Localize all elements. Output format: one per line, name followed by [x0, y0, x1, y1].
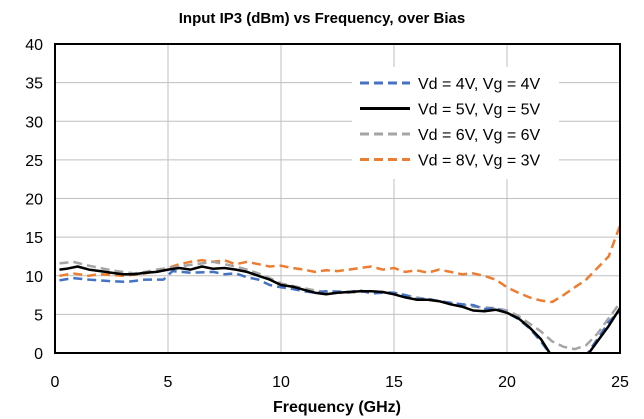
x-tick-label: 10	[272, 374, 290, 391]
legend-background	[352, 67, 559, 179]
x-tick-label: 0	[51, 374, 60, 391]
plot-border	[54, 43, 621, 354]
x-tick-labels: 0 5 10 15 20 25	[51, 374, 629, 391]
x-tick-label: 20	[498, 374, 516, 391]
chart-title: Input IP3 (dBm) vs Frequency, over Bias	[179, 10, 465, 27]
y-tick-label: 25	[25, 153, 43, 170]
y-tick-label: 0	[34, 346, 43, 363]
x-tick-label: 15	[385, 374, 403, 391]
legend: Vd = 4V, Vg = 4V Vd = 5V, Vg = 5V Vd = 6V,…	[352, 67, 559, 179]
y-tick-labels: 0 5 10 15 20 25 30 35 40	[25, 37, 43, 363]
legend-entry-4: Vd = 8V, Vg = 3V	[418, 153, 541, 170]
series-line-2	[59, 265, 620, 353]
series-layer	[59, 225, 620, 353]
y-tick-label: 10	[25, 269, 43, 286]
y-tick-label: 5	[34, 307, 43, 324]
series-line-3	[59, 260, 620, 351]
x-tick-label: 25	[611, 374, 629, 391]
x-tick-label: 5	[164, 374, 173, 391]
y-tick-label: 40	[25, 37, 43, 54]
legend-entry-2: Vd = 5V, Vg = 5V	[418, 102, 541, 119]
y-tick-label: 30	[25, 114, 43, 131]
series-line-1	[59, 269, 620, 353]
y-tick-label: 20	[25, 192, 43, 209]
series-line-4	[59, 225, 620, 304]
legend-entry-1: Vd = 4V, Vg = 4V	[418, 76, 541, 93]
y-tick-label: 35	[25, 76, 43, 93]
y-tick-label: 15	[25, 230, 43, 247]
legend-entry-3: Vd = 6V, Vg = 6V	[418, 127, 541, 144]
x-axis-title: Frequency (GHz)	[273, 399, 401, 416]
